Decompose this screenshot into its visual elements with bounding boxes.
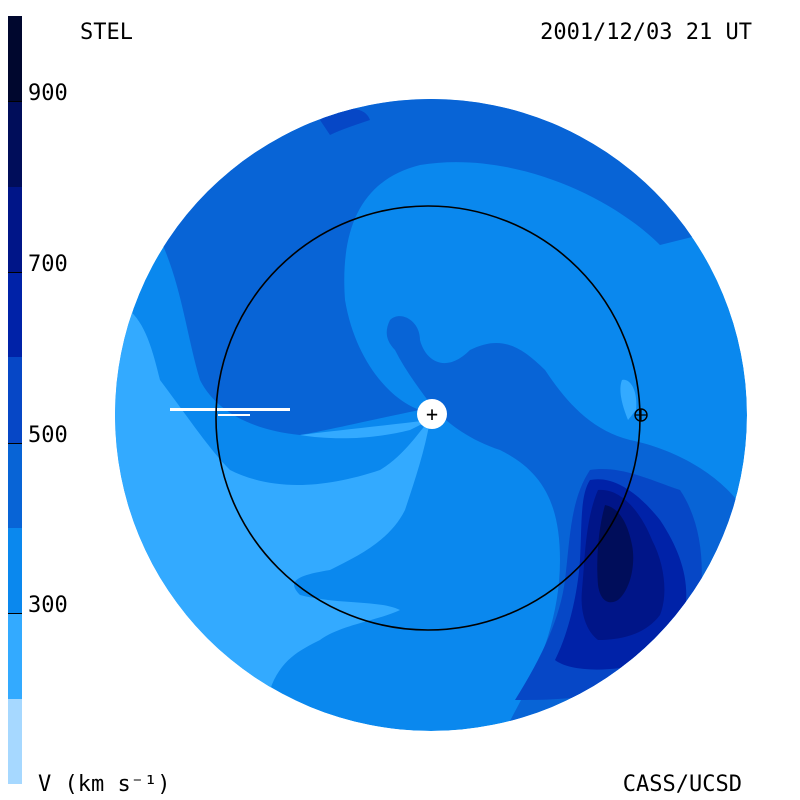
instrument-label: STEL: [80, 20, 133, 45]
colorbar-level-100-200: [8, 699, 22, 784]
colorbar-tick-500: [8, 443, 22, 444]
colorbar-tick-label-500: 500: [28, 423, 68, 448]
colorbar-unit-label: V (km s⁻¹): [38, 772, 171, 797]
colorbar-level-400-500: [8, 443, 22, 528]
velocity-region-200-300-cusp: [300, 420, 430, 439]
colorbar-level-300-400: [8, 528, 22, 613]
colorbar-tick-label-700: 700: [28, 252, 68, 277]
colorbar-tick-300: [8, 613, 22, 614]
earth-symbol-icon: [634, 408, 648, 422]
colorbar-level-200-300: [8, 613, 22, 699]
velocity-colorbar: [8, 16, 22, 784]
colorbar-tick-900: [8, 101, 22, 102]
colorbar-level-500-600: [8, 357, 22, 443]
sun-symbol: +: [426, 402, 438, 426]
sun-icon: +: [417, 399, 447, 429]
velocity-gap-artifact: [170, 408, 290, 416]
velocity-disk: [115, 99, 747, 731]
colorbar-level-900-1000: [8, 16, 22, 101]
colorbar-tick-label-300: 300: [28, 593, 68, 618]
timestamp-label: 2001/12/03 21 UT: [540, 20, 752, 45]
colorbar-level-800-900: [8, 101, 22, 187]
colorbar-level-600-700: [8, 272, 22, 357]
colorbar-tick-label-900: 900: [28, 81, 68, 106]
velocity-region-500-600-north-spot: [320, 108, 370, 135]
velocity-region-400-500-north: [140, 99, 720, 435]
earth-orbit-circle: [215, 205, 641, 631]
credit-label: CASS/UCSD: [622, 772, 742, 797]
colorbar-level-700-800: [8, 187, 22, 272]
colorbar-tick-700: [8, 272, 22, 273]
velocity-region-800-900: [597, 505, 634, 603]
velocity-region-200-300-east-sliver: [620, 379, 637, 420]
